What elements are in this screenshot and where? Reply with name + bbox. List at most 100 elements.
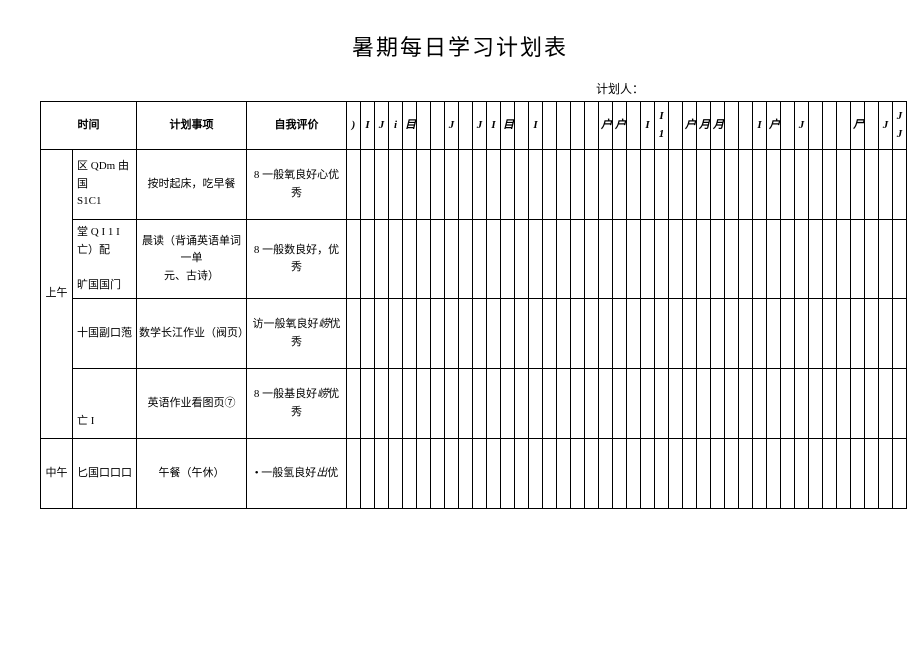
day-cell xyxy=(809,150,823,220)
day-cell xyxy=(431,220,445,299)
day-cell xyxy=(585,299,599,369)
day-cell xyxy=(543,299,557,369)
time-cell: 亡 I xyxy=(73,369,137,439)
header-day xyxy=(837,102,851,150)
day-cell xyxy=(473,439,487,509)
header-plan: 计划事项 xyxy=(137,102,247,150)
day-cell xyxy=(753,369,767,439)
eval-cell: 访一般氧良好崂优秀 xyxy=(247,299,347,369)
day-cell xyxy=(459,439,473,509)
day-cell xyxy=(473,299,487,369)
day-cell xyxy=(459,150,473,220)
day-cell xyxy=(669,220,683,299)
header-day xyxy=(669,102,683,150)
header-day: 户 xyxy=(683,102,697,150)
day-cell xyxy=(683,439,697,509)
plan-cell: 按时起床，吃早餐 xyxy=(137,150,247,220)
day-cell xyxy=(711,150,725,220)
day-cell xyxy=(431,369,445,439)
day-cell xyxy=(851,439,865,509)
day-cell xyxy=(557,369,571,439)
day-cell xyxy=(823,220,837,299)
day-cell xyxy=(809,220,823,299)
header-day xyxy=(571,102,585,150)
day-cell xyxy=(669,369,683,439)
day-cell xyxy=(361,439,375,509)
header-day xyxy=(417,102,431,150)
day-cell xyxy=(571,369,585,439)
day-cell xyxy=(753,439,767,509)
header-day: J xyxy=(473,102,487,150)
day-cell xyxy=(571,299,585,369)
header-day: J xyxy=(879,102,893,150)
day-cell xyxy=(417,439,431,509)
day-cell xyxy=(851,150,865,220)
day-cell xyxy=(725,299,739,369)
header-day: 月 xyxy=(711,102,725,150)
eval-cell: 8 一般基良好崂优秀 xyxy=(247,369,347,439)
day-cell xyxy=(823,369,837,439)
day-cell xyxy=(515,439,529,509)
day-cell xyxy=(585,150,599,220)
header-day xyxy=(823,102,837,150)
header-day: J xyxy=(375,102,389,150)
header-day: ) xyxy=(347,102,361,150)
header-day: I xyxy=(641,102,655,150)
day-cell xyxy=(529,299,543,369)
day-cell xyxy=(375,220,389,299)
time-cell: 十国副口萢 xyxy=(73,299,137,369)
time-cell: 区 QDm 由国S1C1 xyxy=(73,150,137,220)
header-day xyxy=(515,102,529,150)
day-cell xyxy=(375,150,389,220)
header-day: 目 xyxy=(501,102,515,150)
day-cell xyxy=(459,220,473,299)
day-cell xyxy=(599,369,613,439)
day-cell xyxy=(347,439,361,509)
day-cell xyxy=(501,439,515,509)
day-cell xyxy=(417,299,431,369)
header-day: J xyxy=(445,102,459,150)
day-cell xyxy=(599,299,613,369)
plan-cell: 英语作业看图页⑦ xyxy=(137,369,247,439)
day-cell xyxy=(683,369,697,439)
schedule-table: 时间 计划事项 自我评价 )IJi目JJI目I户户II 1户月月I户J尸JJ J… xyxy=(40,101,907,509)
day-cell xyxy=(739,299,753,369)
day-cell xyxy=(529,150,543,220)
day-cell xyxy=(823,299,837,369)
day-cell xyxy=(865,220,879,299)
header-day: i xyxy=(389,102,403,150)
day-cell xyxy=(641,220,655,299)
day-cell xyxy=(739,369,753,439)
day-cell xyxy=(669,299,683,369)
day-cell xyxy=(753,220,767,299)
day-cell xyxy=(613,439,627,509)
day-cell xyxy=(459,299,473,369)
eval-cell: 8 一般氧良好心优秀 xyxy=(247,150,347,220)
header-time: 时间 xyxy=(41,102,137,150)
day-cell xyxy=(557,220,571,299)
day-cell xyxy=(837,150,851,220)
day-cell xyxy=(347,150,361,220)
day-cell xyxy=(403,150,417,220)
day-cell xyxy=(893,299,907,369)
day-cell xyxy=(627,299,641,369)
day-cell xyxy=(809,369,823,439)
time-cell: 匕国口口口 xyxy=(73,439,137,509)
header-day: I xyxy=(487,102,501,150)
header-day xyxy=(557,102,571,150)
day-cell xyxy=(529,220,543,299)
day-cell xyxy=(683,299,697,369)
day-cell xyxy=(753,150,767,220)
header-day: 尸 xyxy=(851,102,865,150)
day-cell xyxy=(865,150,879,220)
day-cell xyxy=(585,439,599,509)
day-cell xyxy=(543,439,557,509)
day-cell xyxy=(683,150,697,220)
header-day: I 1 xyxy=(655,102,669,150)
day-cell xyxy=(655,299,669,369)
day-cell xyxy=(879,369,893,439)
day-cell xyxy=(627,439,641,509)
period-cell: 中午 xyxy=(41,439,73,509)
day-cell xyxy=(851,220,865,299)
header-day: J J xyxy=(893,102,907,150)
